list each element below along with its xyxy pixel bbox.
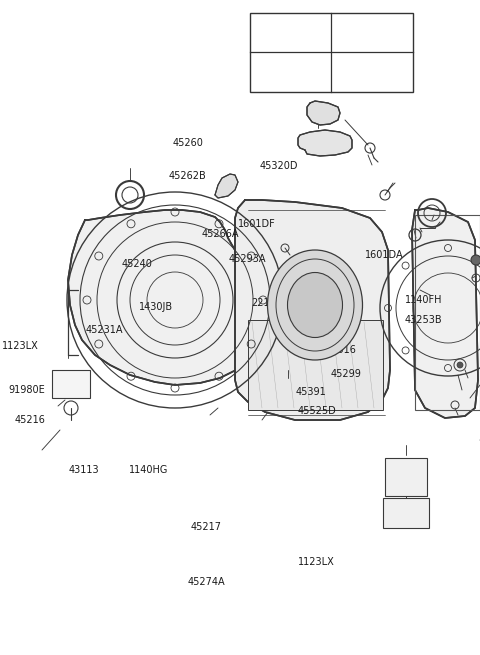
Text: 1123LX: 1123LX bbox=[298, 557, 335, 567]
Polygon shape bbox=[298, 130, 352, 156]
Text: 45216: 45216 bbox=[14, 415, 45, 425]
Bar bbox=[248, 320, 383, 410]
Polygon shape bbox=[215, 174, 238, 198]
Bar bbox=[385, 458, 427, 496]
Text: 45299: 45299 bbox=[330, 369, 361, 379]
Circle shape bbox=[471, 255, 480, 265]
Text: 91980E: 91980E bbox=[8, 385, 45, 396]
Text: 1123LX: 1123LX bbox=[2, 341, 38, 351]
Text: 22121: 22121 bbox=[251, 298, 282, 309]
Text: 45265C: 45265C bbox=[346, 59, 384, 69]
Text: 43253B: 43253B bbox=[405, 314, 442, 325]
Bar bbox=[250, 13, 413, 92]
Text: 45525D: 45525D bbox=[298, 405, 336, 416]
Text: 45217: 45217 bbox=[191, 521, 222, 532]
Text: 45320D: 45320D bbox=[259, 160, 298, 171]
Text: O: O bbox=[365, 26, 379, 44]
Text: 45391: 45391 bbox=[296, 386, 326, 397]
Bar bbox=[52, 370, 90, 398]
Text: 1601DF: 1601DF bbox=[238, 219, 276, 229]
Polygon shape bbox=[412, 208, 478, 418]
Text: 45274A: 45274A bbox=[188, 576, 225, 587]
Circle shape bbox=[457, 362, 463, 368]
Text: 45293A: 45293A bbox=[228, 253, 266, 264]
Text: O: O bbox=[284, 26, 297, 44]
Text: 45231A: 45231A bbox=[86, 325, 123, 335]
Text: 1140FH: 1140FH bbox=[405, 295, 442, 305]
Text: 1140HG: 1140HG bbox=[129, 465, 168, 476]
Polygon shape bbox=[235, 200, 390, 420]
Text: 45516: 45516 bbox=[325, 345, 356, 356]
Ellipse shape bbox=[267, 250, 362, 360]
Text: 45260: 45260 bbox=[173, 138, 204, 148]
Text: 43113: 43113 bbox=[69, 465, 99, 476]
Text: 45240: 45240 bbox=[121, 259, 152, 269]
Ellipse shape bbox=[288, 272, 343, 337]
Text: 1430JB: 1430JB bbox=[139, 301, 173, 312]
Bar bbox=[383, 498, 429, 528]
Text: 45267A: 45267A bbox=[272, 67, 309, 77]
Text: 45266A: 45266A bbox=[202, 229, 240, 240]
Text: 45262B: 45262B bbox=[168, 170, 206, 181]
Text: 45267A: 45267A bbox=[264, 59, 302, 69]
Text: 45265C: 45265C bbox=[353, 67, 391, 77]
Bar bbox=[415, 215, 480, 410]
Text: 1601DA: 1601DA bbox=[365, 250, 403, 261]
Polygon shape bbox=[68, 210, 268, 385]
Polygon shape bbox=[307, 101, 340, 125]
